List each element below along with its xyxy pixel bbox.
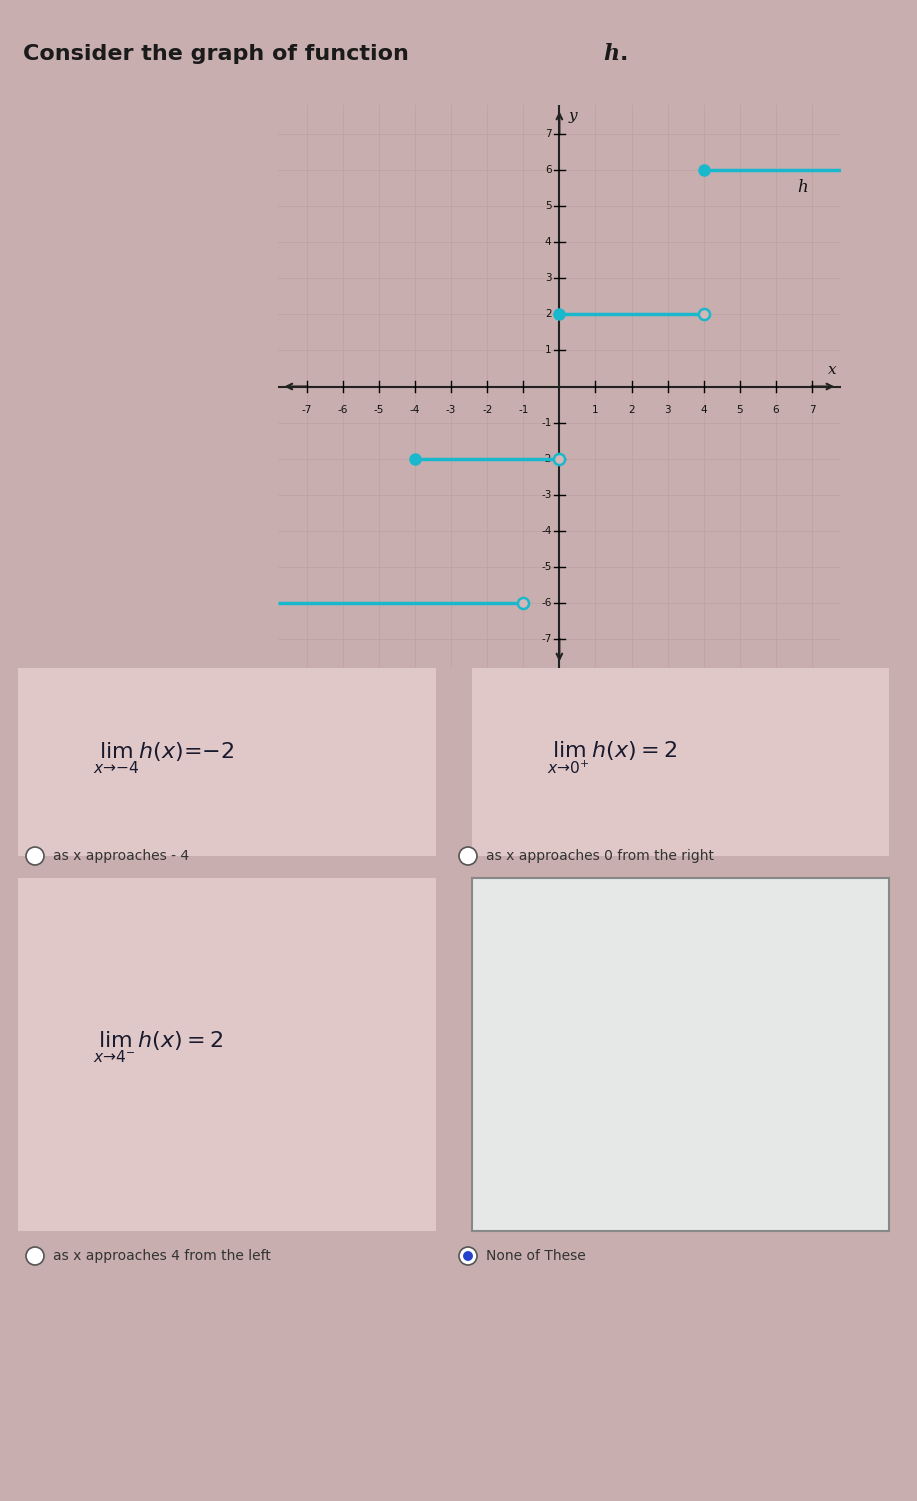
Text: 5: 5 — [545, 201, 551, 212]
Text: -6: -6 — [337, 405, 348, 414]
Text: None of These: None of These — [486, 1249, 586, 1262]
Text: $\lim_{x \to 0^+} h(x) = 2$: $\lim_{x \to 0^+} h(x) = 2$ — [547, 740, 678, 776]
Text: 2: 2 — [545, 309, 551, 320]
Circle shape — [26, 847, 44, 865]
Text: y: y — [569, 110, 578, 123]
Text: h: h — [798, 179, 808, 195]
Circle shape — [463, 1250, 473, 1261]
Text: 6: 6 — [772, 405, 779, 414]
Text: -3: -3 — [446, 405, 457, 414]
Text: 3: 3 — [664, 405, 671, 414]
Text: -1: -1 — [518, 405, 528, 414]
Text: as x approaches 0 from the right: as x approaches 0 from the right — [486, 850, 714, 863]
Text: 6: 6 — [545, 165, 551, 176]
Circle shape — [459, 1247, 477, 1265]
Text: 1: 1 — [592, 405, 599, 414]
Text: -6: -6 — [541, 597, 551, 608]
Text: as x approaches 4 from the left: as x approaches 4 from the left — [53, 1249, 271, 1262]
Text: $\lim_{x \to 4^-} h(x) = 2$: $\lim_{x \to 4^-} h(x) = 2$ — [94, 1030, 224, 1066]
Text: 3: 3 — [545, 273, 551, 284]
Text: $\lim_{x \to -4} h(x) = -2$: $\lim_{x \to -4} h(x) = -2$ — [94, 740, 235, 776]
Text: -5: -5 — [541, 561, 551, 572]
Text: as x approaches - 4: as x approaches - 4 — [53, 850, 189, 863]
Text: -3: -3 — [541, 489, 551, 500]
Text: -5: -5 — [374, 405, 384, 414]
Text: h: h — [603, 42, 620, 65]
Text: .: . — [620, 44, 628, 63]
Text: x: x — [827, 363, 836, 377]
Text: 4: 4 — [701, 405, 707, 414]
Text: -2: -2 — [541, 453, 551, 464]
Text: -7: -7 — [302, 405, 312, 414]
Text: -1: -1 — [541, 417, 551, 428]
Text: 2: 2 — [628, 405, 635, 414]
Text: -7: -7 — [541, 633, 551, 644]
Circle shape — [459, 847, 477, 865]
Text: 5: 5 — [736, 405, 743, 414]
Text: 4: 4 — [545, 237, 551, 248]
Text: -2: -2 — [482, 405, 492, 414]
Text: 7: 7 — [809, 405, 815, 414]
Text: 7: 7 — [545, 129, 551, 140]
Text: -4: -4 — [541, 525, 551, 536]
Text: 1: 1 — [545, 345, 551, 356]
Text: Consider the graph of function: Consider the graph of function — [23, 44, 416, 63]
Circle shape — [26, 1247, 44, 1265]
Text: -4: -4 — [410, 405, 420, 414]
